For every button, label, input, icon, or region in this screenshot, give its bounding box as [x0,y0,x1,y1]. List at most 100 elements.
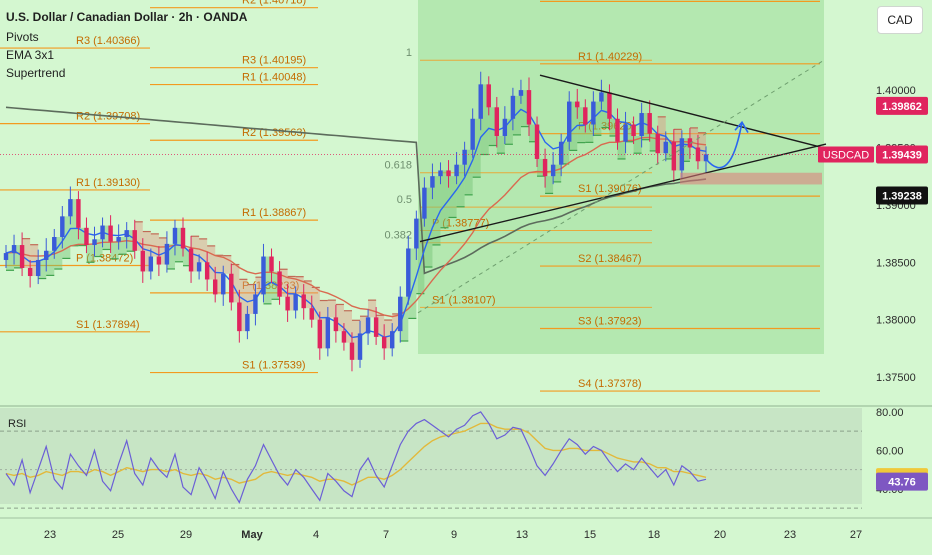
candle-body [237,302,241,331]
candle-body [591,102,595,125]
candle-body [133,230,137,251]
rsi-tick-label: 80.00 [876,407,904,419]
time-tick-label: 18 [648,529,660,541]
fib-label: 1 [406,47,412,59]
price-tick-label: 1.37500 [876,372,916,384]
candle-body [599,92,603,101]
supertrend-fill [497,136,505,153]
candle-body [535,125,539,159]
pivot-label: R3 (1.40366) [76,35,140,47]
rsi-tag-label: 43.76 [888,477,916,489]
time-tick-label: 20 [714,529,726,541]
supertrend-fill [440,170,448,227]
candle-body [52,237,56,251]
candle-body [583,107,587,124]
candle-body [76,199,80,228]
indicator-pivots-label[interactable]: Pivots [6,30,39,44]
pivot-label: S1 (1.37894) [76,319,140,331]
candle-body [318,320,322,349]
candle-body [269,257,273,272]
pivot-label: S3 (1.37923) [578,315,642,327]
pivot-label: S1 (1.37539) [242,360,306,372]
candle-body [221,274,225,295]
candle-body [527,90,531,124]
price-tick-label: 1.40000 [876,85,916,97]
indicator-ema-label[interactable]: EMA 3x1 [6,48,54,62]
candle-body [293,294,297,310]
candle-body [28,268,32,276]
candle-body [310,308,314,319]
candle-body [462,150,466,165]
symbol-tag-label: USDCAD [823,149,870,161]
candle-body [374,317,378,337]
time-tick-label: 7 [383,529,389,541]
supertrend-fill [328,300,336,317]
candle-body [253,294,257,314]
candle-body [116,237,120,242]
supertrend-fill [86,245,94,262]
price-tag-label: 1.39862 [882,101,922,113]
candle-body [551,165,555,176]
candle-body [567,102,571,142]
supertrend-fill [111,242,119,259]
candle-body [334,317,338,331]
indicator-supertrend-label[interactable]: Supertrend [6,66,65,80]
candle-body [285,297,289,311]
time-tick-label: 13 [516,529,528,541]
time-tick-label: 27 [850,529,862,541]
candle-body [647,113,651,134]
pivot-label: R1 (1.38867) [242,207,306,219]
supertrend-fill [368,300,376,317]
candle-body [173,228,177,244]
candle-body [487,84,491,107]
candle-body [36,260,40,276]
candle-body [92,239,96,245]
price-tag-label: 1.39238 [882,191,922,203]
pivot-label: R1 (1.40048) [242,72,306,84]
candle-body [631,125,635,136]
candle-body [149,257,153,272]
candle-body [519,90,523,96]
candle-body [229,274,233,303]
currency-button[interactable]: CAD [877,6,923,34]
price-tick-label: 1.38000 [876,315,916,327]
fib-label: 0.618 [384,160,412,172]
candle-body [470,119,474,150]
time-tick-label: May [241,529,263,541]
resistance-box [680,173,822,185]
candle-body [511,96,515,119]
candle-body [108,226,112,242]
candle-body [559,142,563,165]
candle-body [503,119,507,136]
pivot-label: R1 (1.39130) [76,177,140,189]
candle-body [664,142,668,153]
candle-body [68,199,72,216]
supertrend-fill [449,176,457,217]
chart-title: U.S. Dollar / Canadian Dollar · 2h · OAN… [6,10,247,24]
candle-body [181,228,185,249]
candle-body [141,251,145,272]
candle-body [575,102,579,108]
candle-body [4,253,8,260]
rsi-pane-label[interactable]: RSI [8,418,26,430]
time-tick-label: 9 [451,529,457,541]
candle-body [422,188,426,219]
candle-body [205,262,209,279]
candle-body [100,226,104,240]
candle-body [615,119,619,142]
candle-body [358,333,362,359]
candle-body [672,142,676,171]
time-tick-label: 25 [112,529,124,541]
candle-body [479,84,483,118]
candle-body [366,317,370,333]
candle-body [430,176,434,187]
candle-body [543,159,547,176]
candle-body [197,262,201,271]
pivot-label: S2 (1.38467) [578,253,642,265]
candle-body [446,170,450,176]
candle-body [414,219,418,249]
candle-body [350,343,354,360]
pivot-label: R2 (1.40718) [242,0,306,7]
